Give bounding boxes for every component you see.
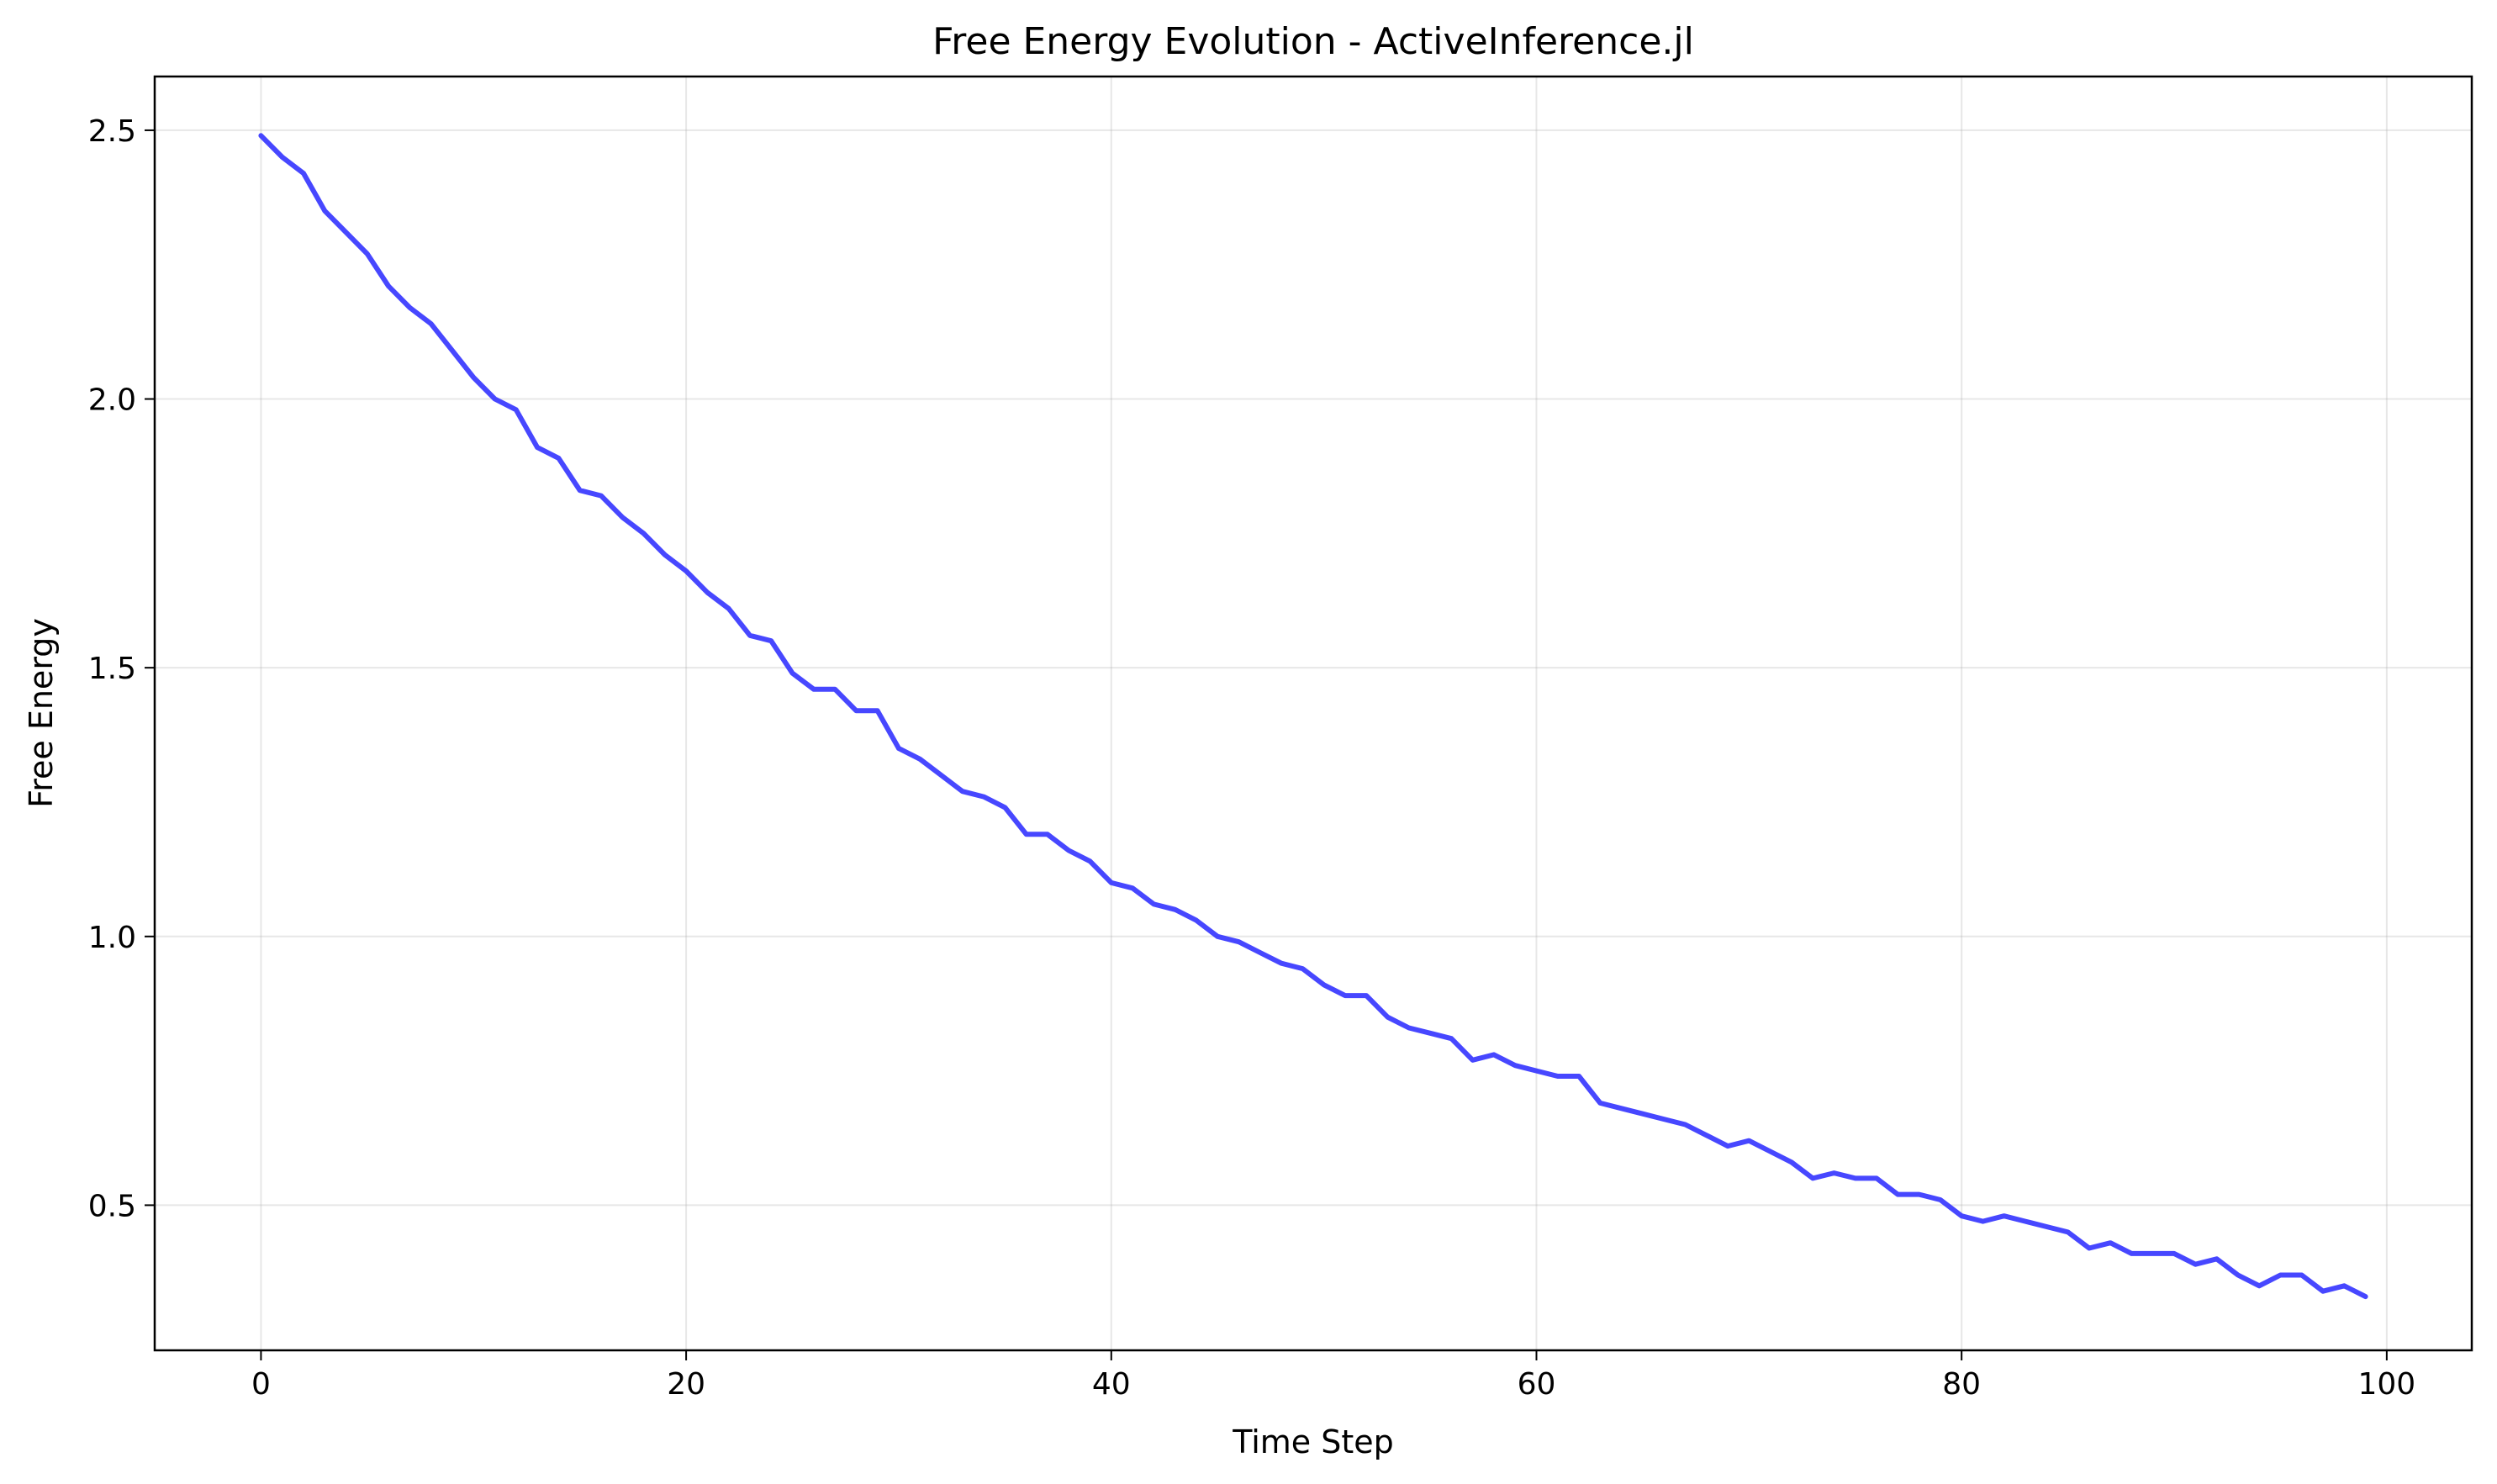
y-tick-label: 2.5 xyxy=(88,114,136,149)
y-tick-label: 1.0 xyxy=(88,921,136,955)
y-tick-label: 0.5 xyxy=(88,1189,136,1223)
x-tick-label: 0 xyxy=(251,1367,271,1402)
x-tick-label: 20 xyxy=(667,1367,705,1402)
x-axis-label: Time Step xyxy=(1232,1423,1394,1460)
grid xyxy=(155,77,2472,1350)
x-tick-label: 100 xyxy=(2358,1367,2416,1402)
chart-title: Free Energy Evolution - ActiveInference.… xyxy=(932,20,1694,63)
series-layer xyxy=(258,133,2368,1300)
x-tick-label: 60 xyxy=(1518,1367,1556,1402)
y-tick-label: 1.5 xyxy=(88,652,136,686)
x-tick-label: 80 xyxy=(1942,1367,1981,1402)
series-line-0 xyxy=(258,133,2368,1300)
ticks: 0 20 40 60 80 100 0.5 1.0 1.5 2.0 2.5 xyxy=(88,114,2415,1402)
x-tick-label: 40 xyxy=(1092,1367,1131,1402)
y-axis-label: Free Energy xyxy=(23,618,60,808)
plot-frame xyxy=(153,75,2473,1352)
y-tick-label: 2.0 xyxy=(88,383,136,418)
